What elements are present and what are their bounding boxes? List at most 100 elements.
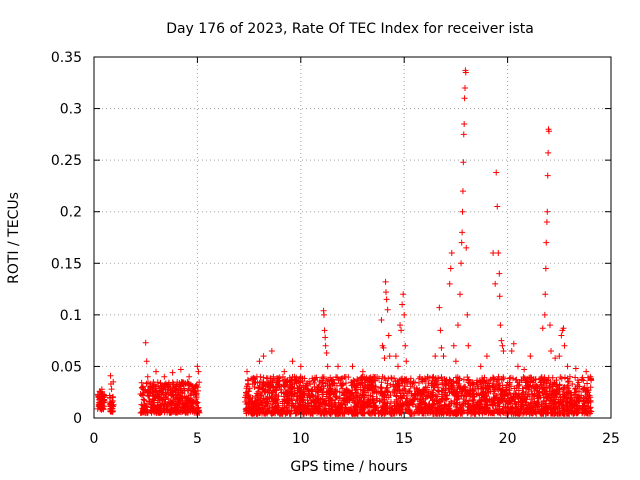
data-point [526,382,533,389]
data-point [385,332,392,339]
y-axis-label: ROTI / TECUs [6,192,22,284]
data-point [297,389,304,396]
data-point [432,353,439,360]
grid [94,57,611,418]
data-point [380,344,387,351]
data-point [529,404,536,411]
data-point [415,375,422,382]
y-tick-label: 0.1 [60,308,82,324]
data-point [473,379,480,386]
data-point [509,405,516,412]
data-point [573,409,580,416]
data-point [576,394,583,401]
data-point [253,409,260,416]
data-point [394,363,401,370]
data-point [401,383,408,390]
data-point [268,347,275,354]
data-point [317,400,324,407]
data-point [296,384,303,391]
data-point [366,374,373,381]
data-point [561,374,568,381]
data-point [143,380,150,387]
data-point [332,410,339,417]
data-point [323,350,330,357]
data-point [283,390,290,397]
data-point [414,386,421,393]
data-point [162,380,169,387]
data-point [269,389,276,396]
data-point [291,385,298,392]
data-point [336,409,343,416]
data-point [248,404,255,411]
data-point [435,388,442,395]
data-point [490,397,497,404]
data-points [94,67,595,417]
data-point [436,304,443,311]
data-point [451,392,458,399]
data-point [276,410,283,417]
data-point [293,407,300,414]
data-point [391,389,398,396]
data-point [538,374,545,381]
data-point [458,388,465,395]
data-point [288,384,295,391]
data-point [492,280,499,287]
data-point [187,392,194,399]
data-point [487,376,494,383]
data-point [297,401,304,408]
data-point [386,353,393,360]
data-point [544,388,551,395]
data-point [319,380,326,387]
data-point [378,390,385,397]
data-point [428,405,435,412]
data-point [501,410,508,417]
data-point [287,390,294,397]
tick-marks [93,56,612,419]
data-point [291,390,298,397]
data-point [137,391,144,398]
data-point [296,408,303,415]
data-point [284,409,291,416]
data-point [160,384,167,391]
data-point [152,387,159,394]
data-point [546,382,553,389]
data-point [176,408,183,415]
data-point [350,377,357,384]
data-point [381,355,388,362]
x-axis-label: GPS time / hours [290,459,407,475]
data-point [564,363,571,370]
data-point [338,375,345,382]
data-point [378,379,385,386]
data-point [495,249,502,256]
data-point [494,376,501,383]
data-point [506,387,513,394]
data-point [328,377,335,384]
data-point [496,293,503,300]
data-point [469,387,476,394]
data-point [478,385,485,392]
data-point [401,386,408,393]
data-point [424,406,431,413]
y-tick-label: 0.2 [60,205,82,221]
data-point [287,383,294,390]
data-point [99,405,106,412]
data-point [383,289,390,296]
data-point [474,401,481,408]
data-point [461,121,468,128]
data-point [144,373,151,380]
data-point [431,377,438,384]
data-point [524,409,531,416]
data-point [477,363,484,370]
data-point [145,379,152,386]
data-point [437,327,444,334]
data-point [541,311,548,318]
data-point [360,387,367,394]
data-point [346,390,353,397]
data-point [562,395,569,402]
data-point [435,375,442,382]
data-point [540,398,547,405]
data-point [499,382,506,389]
data-point [361,410,368,417]
data-point [519,396,526,403]
data-point [349,363,356,370]
